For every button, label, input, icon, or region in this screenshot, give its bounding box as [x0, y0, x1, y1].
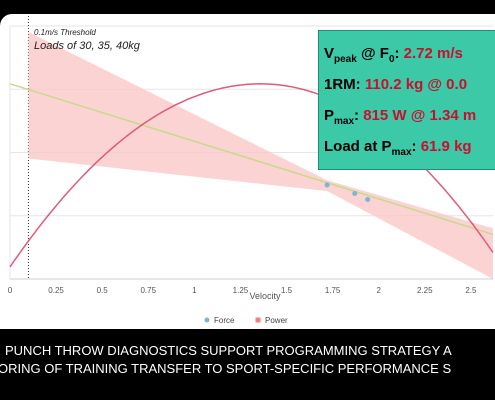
x-tick-label: 1.5 [281, 286, 293, 295]
threshold-sublabel: Loads of 30, 35, 40kg [34, 40, 141, 52]
stat-pmax-sub: max [334, 116, 355, 127]
x-tick-label: 2 [376, 286, 381, 295]
legend-label: Force [214, 316, 235, 325]
chart-panel: 0 0.25 0.5 0.75 1 1.25 1.5 1.75 2 2.25 2.5 Velocit… [0, 14, 495, 329]
stat-load-colon: : [411, 138, 421, 155]
force-point [365, 196, 371, 202]
stat-vpeak-sub: peak [334, 54, 357, 65]
confidence-band-area [28, 32, 493, 280]
stat-pmax-colon: : [354, 107, 364, 124]
stat-1rm-value: 110.2 kg @ 0.0 [364, 76, 468, 93]
caption-line-1: PUNCH THROW DIAGNOSTICS SUPPORT PROGRAMM… [5, 343, 452, 358]
legend-label: Power [265, 316, 288, 325]
x-tick-label: 0.5 [97, 286, 109, 295]
x-tick-label: 2.25 [417, 286, 433, 295]
stat-1rm: 1RM: 110.2 kg @ 0.0 [324, 69, 495, 100]
legend: Force Power [204, 316, 288, 325]
stat-vpeak-colon: : [394, 45, 404, 62]
threshold-annotation: 0.1m/s Threshold Loads of 30, 35, 40kg [34, 28, 141, 52]
confidence-band [28, 32, 493, 280]
x-axis-ticks: 0 0.25 0.5 0.75 1 1.25 1.5 1.75 2 2.25 2.5 [8, 286, 477, 295]
stat-vpeak-label: V [324, 45, 335, 62]
caption-line-2: ORING OF TRAINING TRANSFER TO SPORT-SPEC… [0, 361, 452, 376]
threshold-label: 0.1m/s Threshold [34, 28, 96, 37]
stat-load-sub: max [391, 147, 412, 158]
force-point [352, 190, 358, 196]
legend-marker-force [204, 317, 210, 323]
x-tick-label: 1 [192, 286, 197, 295]
stat-pmax-value: 815 W @ 1.34 m [363, 107, 477, 124]
caption-banner: PUNCH THROW DIAGNOSTICS SUPPORT PROGRAMM… [0, 342, 495, 378]
x-tick-label: 0 [8, 286, 13, 295]
stat-pmax-label: P [324, 107, 335, 124]
x-tick-label: 0.75 [140, 286, 156, 295]
stat-vpeak-mid: @ F [356, 45, 389, 62]
stat-load-label: Load at P [324, 138, 392, 155]
x-tick-label: 1.75 [325, 286, 341, 295]
stat-vpeak: Vpeak @ F0: 2.72 m/s [324, 38, 495, 69]
x-axis-label: Velocity [249, 291, 281, 301]
stat-load: Load at Pmax: 61.9 kg [324, 131, 495, 162]
x-tick-label: 1.25 [233, 286, 249, 295]
force-velocity-chart: 0 0.25 0.5 0.75 1 1.25 1.5 1.75 2 2.25 2.5 Velocit… [8, 16, 494, 325]
stat-vpeak-value: 2.72 m/s [403, 45, 463, 62]
stat-1rm-label: 1RM: [324, 76, 365, 93]
stat-load-value: 61.9 kg [420, 138, 472, 155]
stat-pmax: Pmax: 815 W @ 1.34 m [324, 100, 495, 131]
stat-vpeak-sub2: 0 [388, 54, 395, 65]
legend-marker-power [255, 317, 261, 323]
x-tick-label: 2.5 [465, 286, 477, 295]
stats-box: Vpeak @ F0: 2.72 m/s 1RM: 110.2 kg @ 0.0… [318, 30, 495, 170]
force-point [324, 182, 330, 188]
force-fit-line [9, 83, 494, 236]
x-tick-label: 0.25 [48, 286, 64, 295]
